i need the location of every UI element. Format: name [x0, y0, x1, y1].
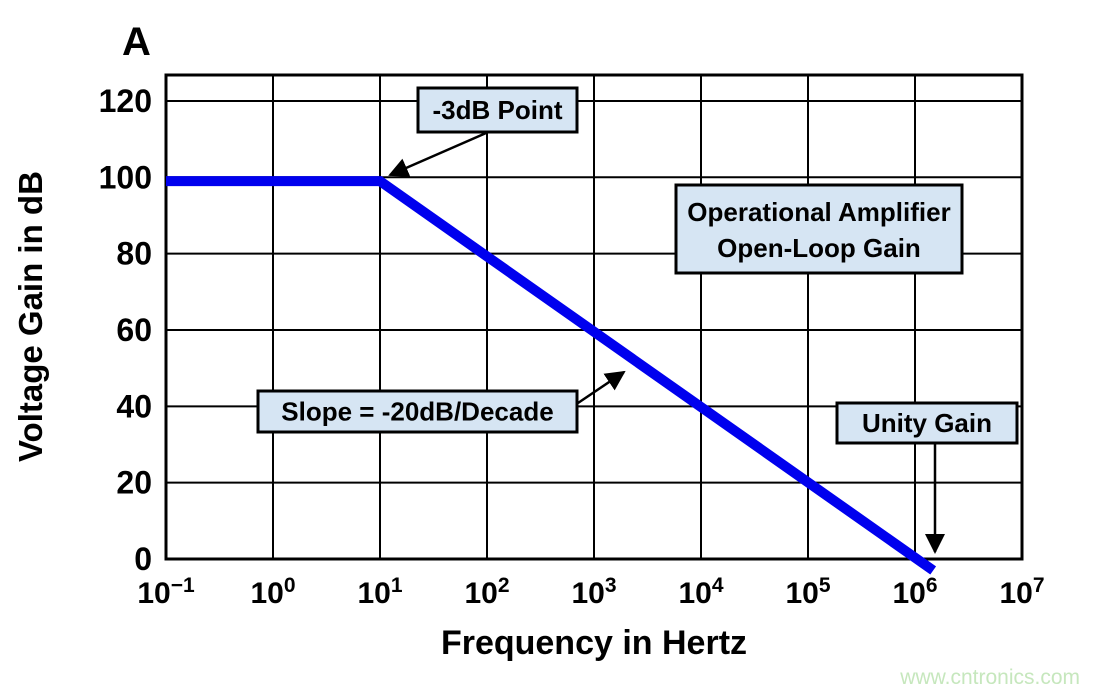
grid-layer: [164, 73, 1024, 561]
x-tick-label: 102: [464, 574, 509, 610]
x-tick-label: 103: [571, 574, 616, 610]
gain-curve: [166, 176, 937, 575]
annotation-arrow-slope-label: [577, 370, 626, 405]
y-tick-label: 80: [116, 236, 152, 272]
tick-layer: 0 20 40 60 80 100 120 10−1 100 101 102 103 104 105 106…: [99, 83, 1045, 610]
x-axis-title: Frequency in Hertz: [440, 624, 748, 662]
y-tick-label: 40: [116, 388, 152, 424]
y-tick-label: 20: [116, 465, 152, 501]
annotation-label-open-loop-gain-title-line1: Operational Amplifier: [687, 197, 950, 227]
y-tick-label: 120: [99, 83, 152, 119]
y-tick-label: 0: [134, 541, 152, 577]
series-layer: [166, 176, 937, 575]
annotation-box-slope-label: [256, 389, 579, 434]
annotation-arrow-minus-3db-point: [388, 128, 494, 177]
x-tick-label: 106: [892, 574, 937, 610]
x-tick-label: 107: [999, 574, 1044, 610]
x-tick-label: 100: [250, 574, 295, 610]
annotation-label-minus-3db-point: -3dB Point: [433, 95, 563, 125]
x-tick-label: 105: [785, 574, 830, 610]
y-tick-label: 60: [116, 312, 152, 348]
annotation-label-unity-gain: Unity Gain: [862, 408, 992, 438]
annotation-label-open-loop-gain-title-line2: Open-Loop Gain: [717, 233, 921, 263]
x-tick-label: 104: [678, 574, 723, 610]
annotation-box-unity-gain: [835, 401, 1019, 445]
annotation-label-slope-label: Slope = -20dB/Decade: [281, 397, 553, 427]
plot-frame: [164, 73, 1024, 561]
watermark-text: www.cntronics.com: [900, 666, 1080, 689]
annotation-box-open-loop-gain-title: [674, 183, 964, 275]
annotation-layer: -3dB Point Operational Amplifier Open-Loop…: [256, 86, 1019, 554]
y-axis-title: Voltage Gain in dB: [12, 171, 49, 463]
annotation-box-minus-3db-point: [416, 86, 579, 134]
plot-variable-label: A: [122, 20, 151, 64]
x-tick-label: 101: [357, 574, 402, 610]
y-tick-label: 100: [99, 159, 152, 195]
x-tick-label: 10−1: [137, 574, 195, 610]
